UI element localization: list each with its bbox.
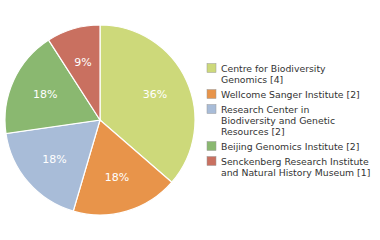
legend-item: Senckenberg Research Instituteand Natura… (207, 156, 370, 178)
legend-swatch (207, 105, 216, 114)
pie-slice (49, 25, 100, 120)
data-label: 9% (74, 56, 91, 69)
chart: 36% 18% 18% 18% 9% Centre for BiodiversityGen… (0, 0, 380, 240)
data-label: 36% (143, 88, 167, 101)
legend-label: Senckenberg Research Instituteand Natura… (221, 156, 370, 178)
legend-item: Centre for BiodiversityGenomics [4] (207, 63, 326, 85)
legend-item: Beijing Genomics Institute [2] (207, 141, 359, 152)
legend-label: Beijing Genomics Institute [2] (221, 141, 359, 152)
legend-swatch (207, 157, 216, 166)
legend-swatch (207, 90, 216, 99)
pie: 36% 18% 18% 18% 9% (5, 25, 195, 215)
data-label: 18% (42, 153, 66, 166)
legend-swatch (207, 64, 216, 73)
pie-slice (6, 120, 100, 211)
legend-item: Wellcome Sanger Institute [2] (207, 89, 360, 100)
data-label: 18% (105, 171, 129, 184)
legend: Centre for BiodiversityGenomics [4] Wellc… (207, 63, 370, 178)
legend-label: Centre for BiodiversityGenomics [4] (221, 63, 326, 85)
legend-swatch (207, 142, 216, 151)
legend-label: Wellcome Sanger Institute [2] (221, 89, 360, 100)
legend-label: Research Center inBiodiversity and Genet… (221, 104, 335, 137)
legend-item: Research Center inBiodiversity and Genet… (207, 104, 335, 137)
data-label: 18% (33, 88, 57, 101)
